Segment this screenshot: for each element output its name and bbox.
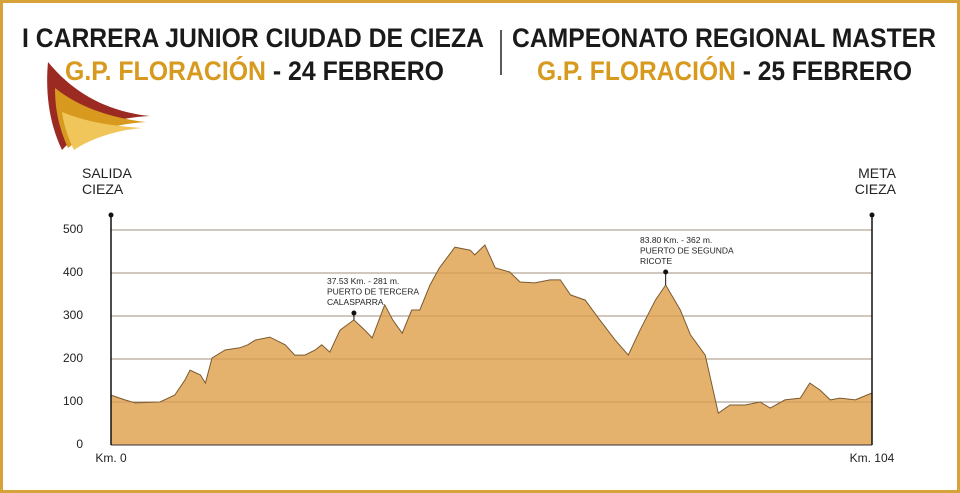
annotation: PUERTO DE TERCERA <box>327 287 419 297</box>
y-tick-label: 0 <box>76 437 83 451</box>
right-subtitle: G.P. FLORACIÓN - 25 FEBRERO <box>537 55 912 86</box>
y-tick-label: 100 <box>63 394 83 408</box>
race-name: G.P. FLORACIÓN <box>65 55 266 86</box>
left-subtitle: G.P. FLORACIÓN - 24 FEBRERO <box>65 55 444 86</box>
x-tick-label: Km. 104 <box>850 451 895 465</box>
start-label: SALIDA <box>82 165 132 181</box>
annotation: PUERTO DE SEGUNDA <box>640 246 734 256</box>
x-tick-label: Km. 0 <box>95 451 127 465</box>
annotation: 83.80 Km. - 362 m. <box>640 235 712 245</box>
profile-line <box>110 244 873 415</box>
post-top <box>869 212 875 218</box>
annotation: RICOTE <box>640 256 672 266</box>
y-tick-label: 200 <box>63 351 83 365</box>
post-top <box>108 212 114 218</box>
area-fill <box>111 245 872 445</box>
finish-label: CIEZA <box>855 181 897 197</box>
right-title: CAMPEONATO REGIONAL MASTER <box>512 23 936 53</box>
y-tick-label: 300 <box>63 308 83 322</box>
start-label: CIEZA <box>82 181 124 197</box>
finish-label: META <box>858 165 897 181</box>
peak-marker <box>351 310 357 316</box>
race-date: - 24 FEBRERO <box>273 56 444 86</box>
peak-marker <box>663 269 669 275</box>
y-tick-label: 400 <box>63 265 83 279</box>
race-name: G.P. FLORACIÓN <box>537 55 736 86</box>
y-tick-label: 500 <box>63 222 83 236</box>
race-date: - 25 FEBRERO <box>743 56 912 86</box>
left-title: I CARRERA JUNIOR CIUDAD DE CIEZA <box>22 23 484 53</box>
logo <box>47 62 151 150</box>
annotation: 37.53 Km. - 281 m. <box>327 276 399 286</box>
annotation: CALASPARRA <box>327 297 384 307</box>
